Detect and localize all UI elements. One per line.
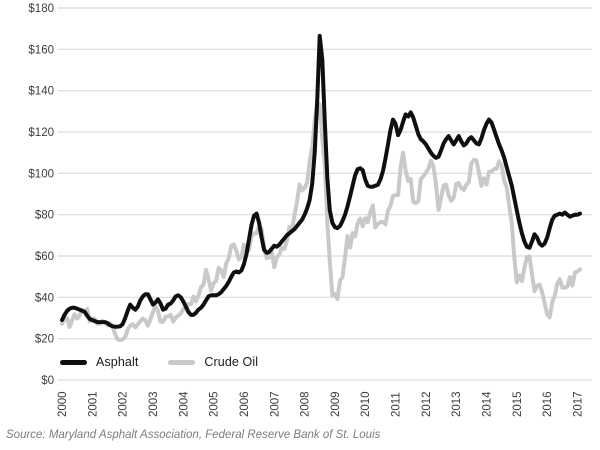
- y-tick-label: $180: [28, 3, 54, 15]
- series-line-asphalt: [60, 33, 582, 329]
- x-tick-label: 2005: [209, 391, 221, 417]
- x-tick-label: 2003: [148, 391, 160, 417]
- y-tick-label: $100: [28, 168, 54, 180]
- x-tick-label: 2007: [269, 391, 281, 417]
- x-tick-label: 2010: [360, 391, 372, 417]
- x-tick-label: 2016: [542, 391, 554, 417]
- chart-legend: Asphalt Crude Oil: [60, 355, 258, 369]
- y-tick-label: $120: [28, 127, 54, 139]
- x-tick-label: 2001: [87, 391, 99, 417]
- legend-item-asphalt: Asphalt: [60, 355, 138, 369]
- x-tick-label: 2004: [178, 391, 190, 417]
- x-tick-label: 2012: [421, 391, 433, 417]
- y-tick-label: $80: [35, 210, 54, 222]
- y-tick-label: $140: [28, 86, 54, 98]
- x-tick-label: 2002: [118, 391, 130, 417]
- x-tick-label: 2006: [239, 391, 251, 417]
- x-tick-label: 2008: [300, 391, 312, 417]
- x-tick-label: 2009: [330, 391, 342, 417]
- series-line-crude-oil: [60, 101, 582, 343]
- legend-item-crude-oil: Crude Oil: [168, 355, 258, 369]
- legend-label-asphalt: Asphalt: [96, 355, 139, 369]
- x-tick-label: 2000: [57, 391, 69, 417]
- x-tick-label: 2013: [451, 391, 463, 417]
- x-tick-label: 2014: [482, 391, 494, 417]
- x-tick-label: 2015: [512, 391, 524, 417]
- legend-label-crude-oil: Crude Oil: [204, 355, 259, 369]
- source-attribution: Source: Maryland Asphalt Association, Fe…: [6, 429, 381, 441]
- x-tick-label: 2011: [391, 392, 403, 417]
- crude-oil-line-swatch-icon: [168, 359, 196, 365]
- y-tick-label: $20: [35, 334, 54, 346]
- y-tick-label: $40: [35, 292, 54, 304]
- y-tick-label: $160: [28, 44, 54, 56]
- asphalt-line-swatch-icon: [60, 359, 87, 365]
- y-tick-label: $60: [35, 251, 54, 263]
- y-tick-label: $0: [41, 375, 54, 387]
- x-tick-label: 2017: [572, 391, 584, 417]
